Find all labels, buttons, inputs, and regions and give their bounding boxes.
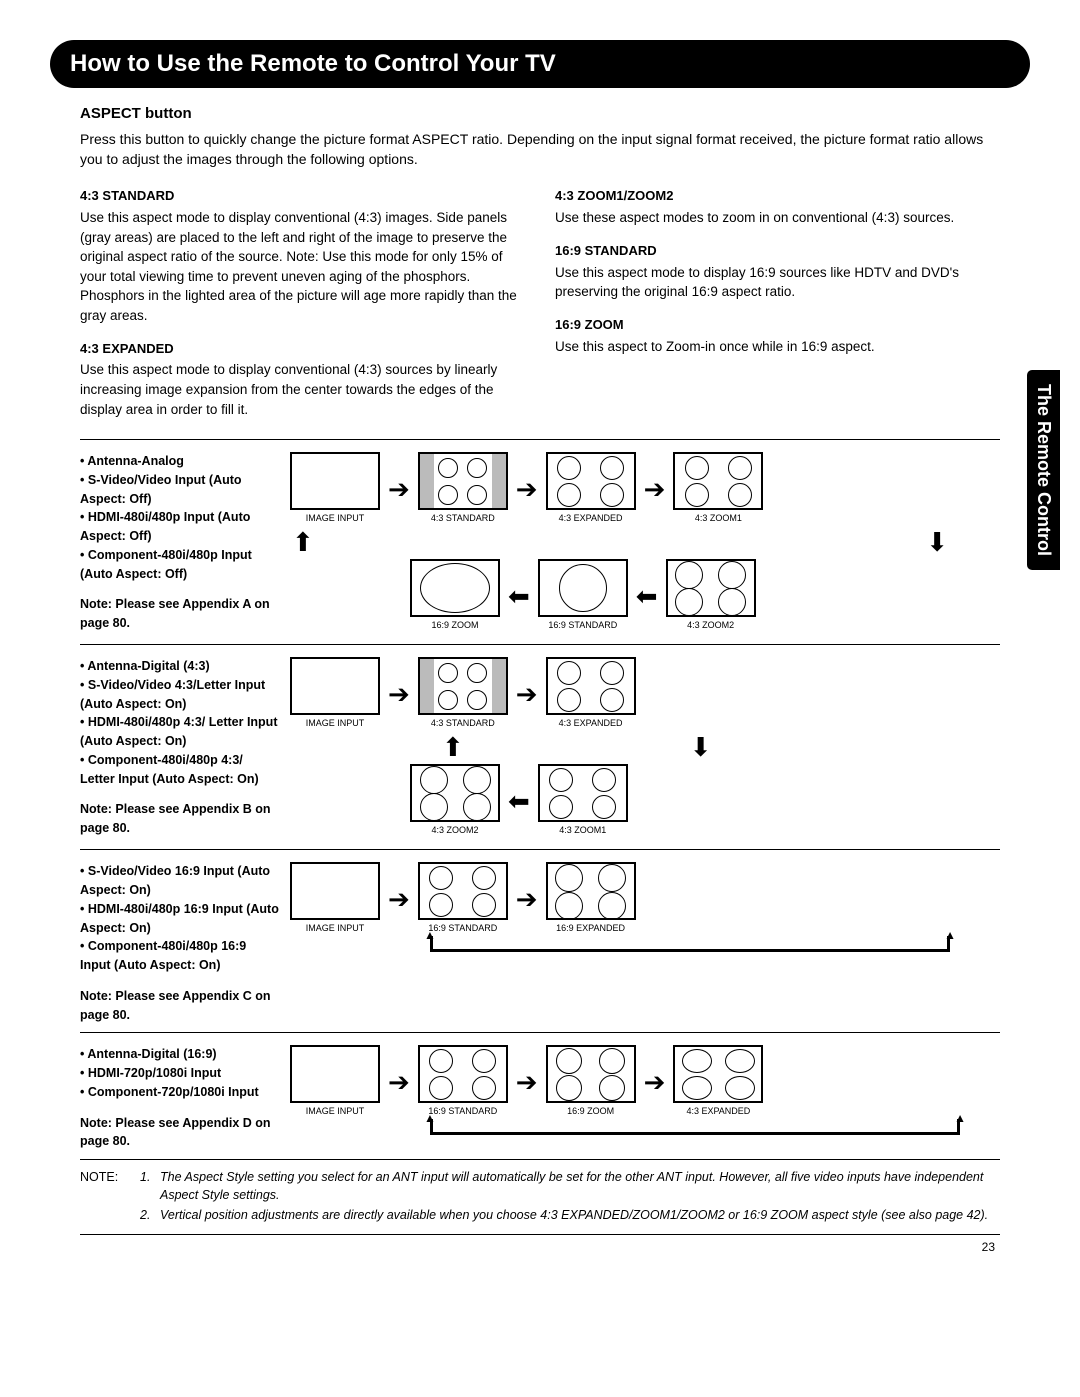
screen-image-input xyxy=(290,1045,380,1103)
flow4-inputs: Antenna-Digital (16:9) HDMI-720p/1080i I… xyxy=(80,1045,280,1101)
screen-image-input xyxy=(290,657,380,715)
heading-43-standard: 4:3 STANDARD xyxy=(80,187,525,206)
screen-43-expanded xyxy=(546,657,636,715)
arrow-right-icon: ➔ xyxy=(386,886,412,912)
body-43-expanded: Use this aspect mode to display conventi… xyxy=(80,360,525,419)
screen-43-zoom2 xyxy=(410,764,500,822)
arrow-right-icon: ➔ xyxy=(514,476,540,502)
heading-43-zoom: 4:3 ZOOM1/ZOOM2 xyxy=(555,187,1000,206)
flow1-inputs: Antenna-Analog S-Video/Video Input (Auto… xyxy=(80,452,280,583)
screen-169-expanded xyxy=(546,862,636,920)
arrow-right-icon: ➔ xyxy=(642,476,668,502)
flow1-note: Note: Please see Appendix A on page 80. xyxy=(80,595,280,633)
screen-43-zoom1 xyxy=(538,764,628,822)
arrow-right-icon: ➔ xyxy=(386,681,412,707)
screen-image-input xyxy=(290,862,380,920)
arrow-down-icon: ⬇ xyxy=(688,734,714,760)
flow-block-2: Antenna-Digital (4:3) S-Video/Video 4:3/… xyxy=(80,644,1000,849)
screen-43-expanded xyxy=(546,452,636,510)
flow3-inputs: S-Video/Video 16:9 Input (Auto Aspect: O… xyxy=(80,862,280,975)
screen-image-input xyxy=(290,452,380,510)
side-tab: The Remote Control xyxy=(1027,370,1060,570)
arrow-up-icon: ⬆ xyxy=(290,529,316,555)
arrow-right-icon: ➔ xyxy=(514,886,540,912)
flow3-note: Note: Please see Appendix C on page 80. xyxy=(80,987,280,1025)
screen-43-standard xyxy=(418,657,508,715)
screen-43-zoom1 xyxy=(673,452,763,510)
screen-43-expanded xyxy=(673,1045,763,1103)
heading-169-zoom: 16:9 ZOOM xyxy=(555,316,1000,335)
screen-43-zoom2 xyxy=(666,559,756,617)
arrow-up-icon: ⬆ xyxy=(440,734,466,760)
flow-block-3: S-Video/Video 16:9 Input (Auto Aspect: O… xyxy=(80,849,1000,1032)
arrow-left-icon: ⬅ xyxy=(506,583,532,609)
screen-169-zoom xyxy=(546,1045,636,1103)
screen-169-zoom xyxy=(410,559,500,617)
body-169-zoom: Use this aspect to Zoom-in once while in… xyxy=(555,337,1000,357)
heading-169-standard: 16:9 STANDARD xyxy=(555,242,1000,261)
flow4-note: Note: Please see Appendix D on page 80. xyxy=(80,1114,280,1152)
section-title: ASPECT button xyxy=(80,103,1000,125)
footer-notes: NOTE: 1. The Aspect Style setting you se… xyxy=(80,1159,1000,1235)
footer-note-2: Vertical position adjustments are direct… xyxy=(160,1206,988,1224)
flow-block-1: Antenna-Analog S-Video/Video Input (Auto… xyxy=(80,439,1000,644)
flow2-inputs: Antenna-Digital (4:3) S-Video/Video 4:3/… xyxy=(80,657,280,788)
arrow-left-icon: ⬅ xyxy=(506,788,532,814)
arrow-right-icon: ➔ xyxy=(514,1069,540,1095)
arrow-down-icon: ⬇ xyxy=(924,529,950,555)
screen-169-standard xyxy=(418,862,508,920)
page-header: How to Use the Remote to Control Your TV xyxy=(50,40,1030,88)
arrow-right-icon: ➔ xyxy=(514,681,540,707)
arrow-right-icon: ➔ xyxy=(386,476,412,502)
body-43-standard: Use this aspect mode to display conventi… xyxy=(80,208,525,325)
page-number: 23 xyxy=(80,1239,1000,1256)
flow2-note: Note: Please see Appendix B on page 80. xyxy=(80,800,280,838)
screen-169-standard xyxy=(538,559,628,617)
body-43-zoom: Use these aspect modes to zoom in on con… xyxy=(555,208,1000,228)
screen-43-standard xyxy=(418,452,508,510)
screen-169-standard xyxy=(418,1045,508,1103)
footer-note-1: The Aspect Style setting you select for … xyxy=(160,1168,1000,1204)
heading-43-expanded: 4:3 EXPANDED xyxy=(80,340,525,359)
arrow-right-icon: ➔ xyxy=(386,1069,412,1095)
body-169-standard: Use this aspect mode to display 16:9 sou… xyxy=(555,263,1000,302)
arrow-left-icon: ⬅ xyxy=(634,583,660,609)
flow-block-4: Antenna-Digital (16:9) HDMI-720p/1080i I… xyxy=(80,1032,1000,1159)
intro-text: Press this button to quickly change the … xyxy=(80,129,1000,170)
arrow-right-icon: ➔ xyxy=(642,1069,668,1095)
